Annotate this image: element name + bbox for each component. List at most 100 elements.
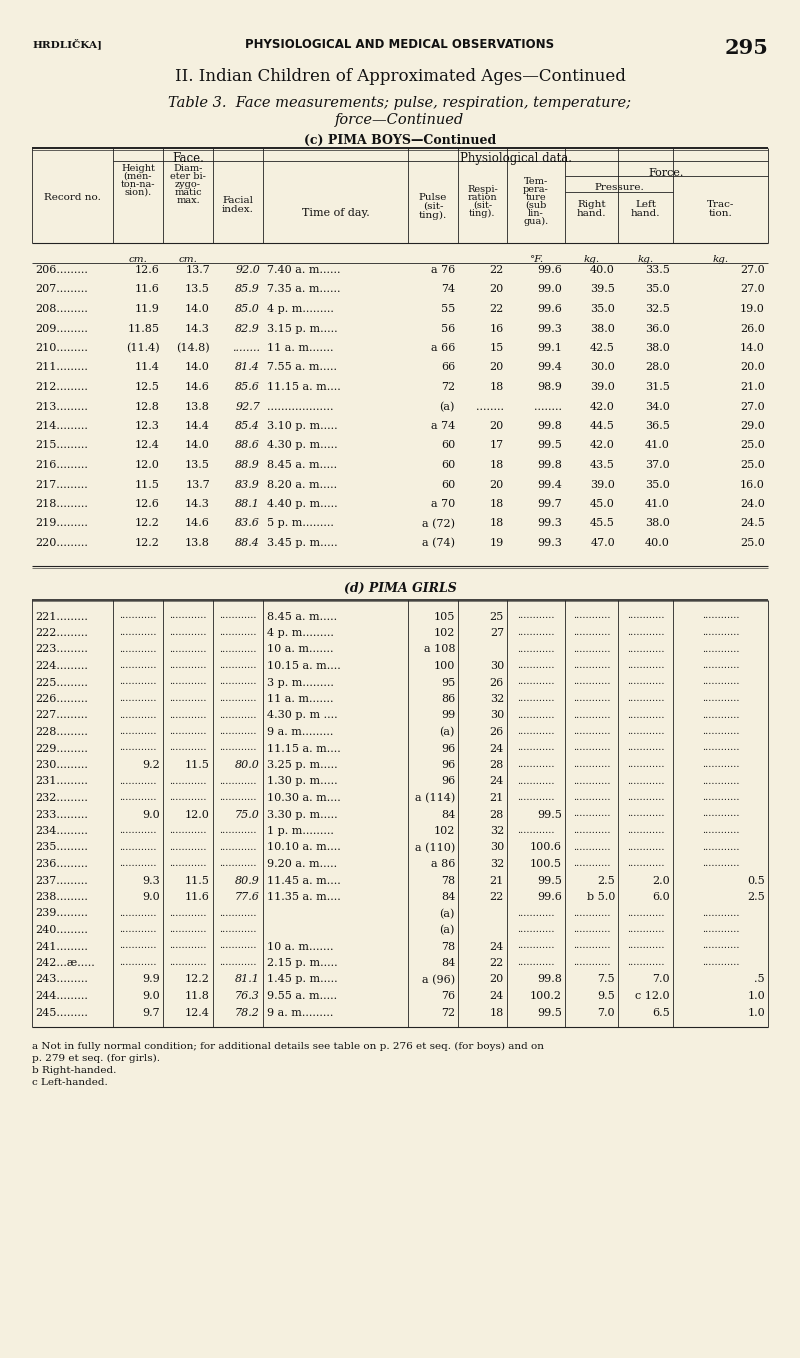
Text: ............: ............ (119, 860, 157, 868)
Text: 11 a. m.......: 11 a. m....... (267, 344, 334, 353)
Text: ............: ............ (573, 777, 610, 785)
Text: ............: ............ (702, 909, 739, 918)
Text: 236.........: 236......... (35, 860, 88, 869)
Text: 24: 24 (490, 777, 504, 786)
Text: 98.9: 98.9 (537, 382, 562, 392)
Text: 85.9: 85.9 (235, 284, 260, 295)
Text: 72: 72 (441, 382, 455, 392)
Text: 24.5: 24.5 (740, 519, 765, 528)
Text: 95: 95 (441, 678, 455, 687)
Text: 12.2: 12.2 (135, 538, 160, 549)
Text: 239.........: 239......... (35, 909, 88, 918)
Text: 30: 30 (490, 661, 504, 671)
Text: 206.........: 206......... (35, 265, 88, 276)
Text: 32: 32 (490, 860, 504, 869)
Text: 244.........: 244......... (35, 991, 88, 1001)
Text: ............: ............ (518, 678, 554, 687)
Text: 295: 295 (724, 38, 768, 58)
Text: ............: ............ (518, 909, 554, 918)
Text: 13.8: 13.8 (185, 402, 210, 411)
Text: ............: ............ (573, 645, 610, 653)
Text: 27: 27 (490, 627, 504, 638)
Text: ............: ............ (219, 826, 257, 835)
Text: 10 a. m.......: 10 a. m....... (267, 941, 334, 952)
Text: 47.0: 47.0 (590, 538, 615, 549)
Text: (a): (a) (440, 727, 455, 737)
Text: ............: ............ (702, 760, 739, 769)
Text: 78: 78 (441, 876, 455, 885)
Text: cm.: cm. (178, 255, 198, 263)
Text: a (114): a (114) (414, 793, 455, 804)
Text: 18: 18 (490, 382, 504, 392)
Text: b 5.0: b 5.0 (586, 892, 615, 902)
Text: 38.0: 38.0 (645, 344, 670, 353)
Text: ........: ........ (232, 344, 260, 353)
Text: ............: ............ (219, 909, 257, 918)
Text: 29.0: 29.0 (740, 421, 765, 430)
Text: 40.0: 40.0 (645, 538, 670, 549)
Text: 13.5: 13.5 (185, 460, 210, 470)
Text: Table 3.  Face measurements; pulse, respiration, temperature;: Table 3. Face measurements; pulse, respi… (169, 96, 631, 110)
Text: 11.9: 11.9 (135, 304, 160, 314)
Text: 210.........: 210......... (35, 344, 88, 353)
Text: ............: ............ (702, 809, 739, 819)
Text: 7.5: 7.5 (598, 975, 615, 985)
Text: 99.1: 99.1 (537, 344, 562, 353)
Text: 99.6: 99.6 (537, 265, 562, 276)
Text: 100.5: 100.5 (530, 860, 562, 869)
Text: zygo-: zygo- (175, 181, 201, 189)
Text: 85.0: 85.0 (235, 304, 260, 314)
Text: 42.0: 42.0 (590, 440, 615, 451)
Text: 242...æ.....: 242...æ..... (35, 957, 94, 968)
Text: 238.........: 238......... (35, 892, 88, 902)
Text: 38.0: 38.0 (645, 519, 670, 528)
Text: ............: ............ (626, 793, 664, 803)
Text: ............: ............ (219, 860, 257, 868)
Text: 12.2: 12.2 (135, 519, 160, 528)
Text: 11.5: 11.5 (185, 876, 210, 885)
Text: 213.........: 213......... (35, 402, 88, 411)
Text: ............: ............ (219, 611, 257, 621)
Text: 88.4: 88.4 (235, 538, 260, 549)
Text: ............: ............ (702, 710, 739, 720)
Text: 12.6: 12.6 (135, 498, 160, 509)
Text: ............: ............ (626, 661, 664, 669)
Text: 76: 76 (441, 991, 455, 1001)
Text: 14.0: 14.0 (185, 363, 210, 372)
Text: 56: 56 (441, 323, 455, 334)
Text: Facial: Facial (222, 196, 254, 205)
Text: 33.5: 33.5 (645, 265, 670, 276)
Text: pera-: pera- (523, 185, 549, 194)
Text: 60: 60 (441, 479, 455, 489)
Text: 40.0: 40.0 (590, 265, 615, 276)
Text: ............: ............ (626, 941, 664, 951)
Text: ............: ............ (702, 777, 739, 785)
Text: 26: 26 (490, 678, 504, 687)
Text: 227.........: 227......... (35, 710, 88, 721)
Text: 10 a. m.......: 10 a. m....... (267, 645, 334, 655)
Text: a 74: a 74 (430, 421, 455, 430)
Text: ............: ............ (219, 694, 257, 703)
Text: 219.........: 219......... (35, 519, 88, 528)
Text: ............: ............ (170, 826, 206, 835)
Text: ............: ............ (573, 957, 610, 967)
Text: 6.0: 6.0 (652, 892, 670, 902)
Text: ............: ............ (626, 627, 664, 637)
Text: 233.........: 233......... (35, 809, 88, 819)
Text: 22: 22 (490, 265, 504, 276)
Text: 99.5: 99.5 (537, 809, 562, 819)
Text: 5 p. m.........: 5 p. m......... (267, 519, 334, 528)
Text: 1.0: 1.0 (747, 1008, 765, 1017)
Text: 9.5: 9.5 (598, 991, 615, 1001)
Text: 22: 22 (490, 957, 504, 968)
Text: 26.0: 26.0 (740, 323, 765, 334)
Text: a Not in fully normal condition; for additional details see table on p. 276 et s: a Not in fully normal condition; for add… (32, 1042, 544, 1051)
Text: 96: 96 (441, 760, 455, 770)
Text: 12.4: 12.4 (185, 1008, 210, 1017)
Text: 225.........: 225......... (35, 678, 88, 687)
Text: (sub: (sub (526, 201, 546, 210)
Text: ............: ............ (170, 842, 206, 851)
Text: ............: ............ (626, 710, 664, 720)
Text: 55: 55 (441, 304, 455, 314)
Text: 11.35 a. m....: 11.35 a. m.... (267, 892, 341, 902)
